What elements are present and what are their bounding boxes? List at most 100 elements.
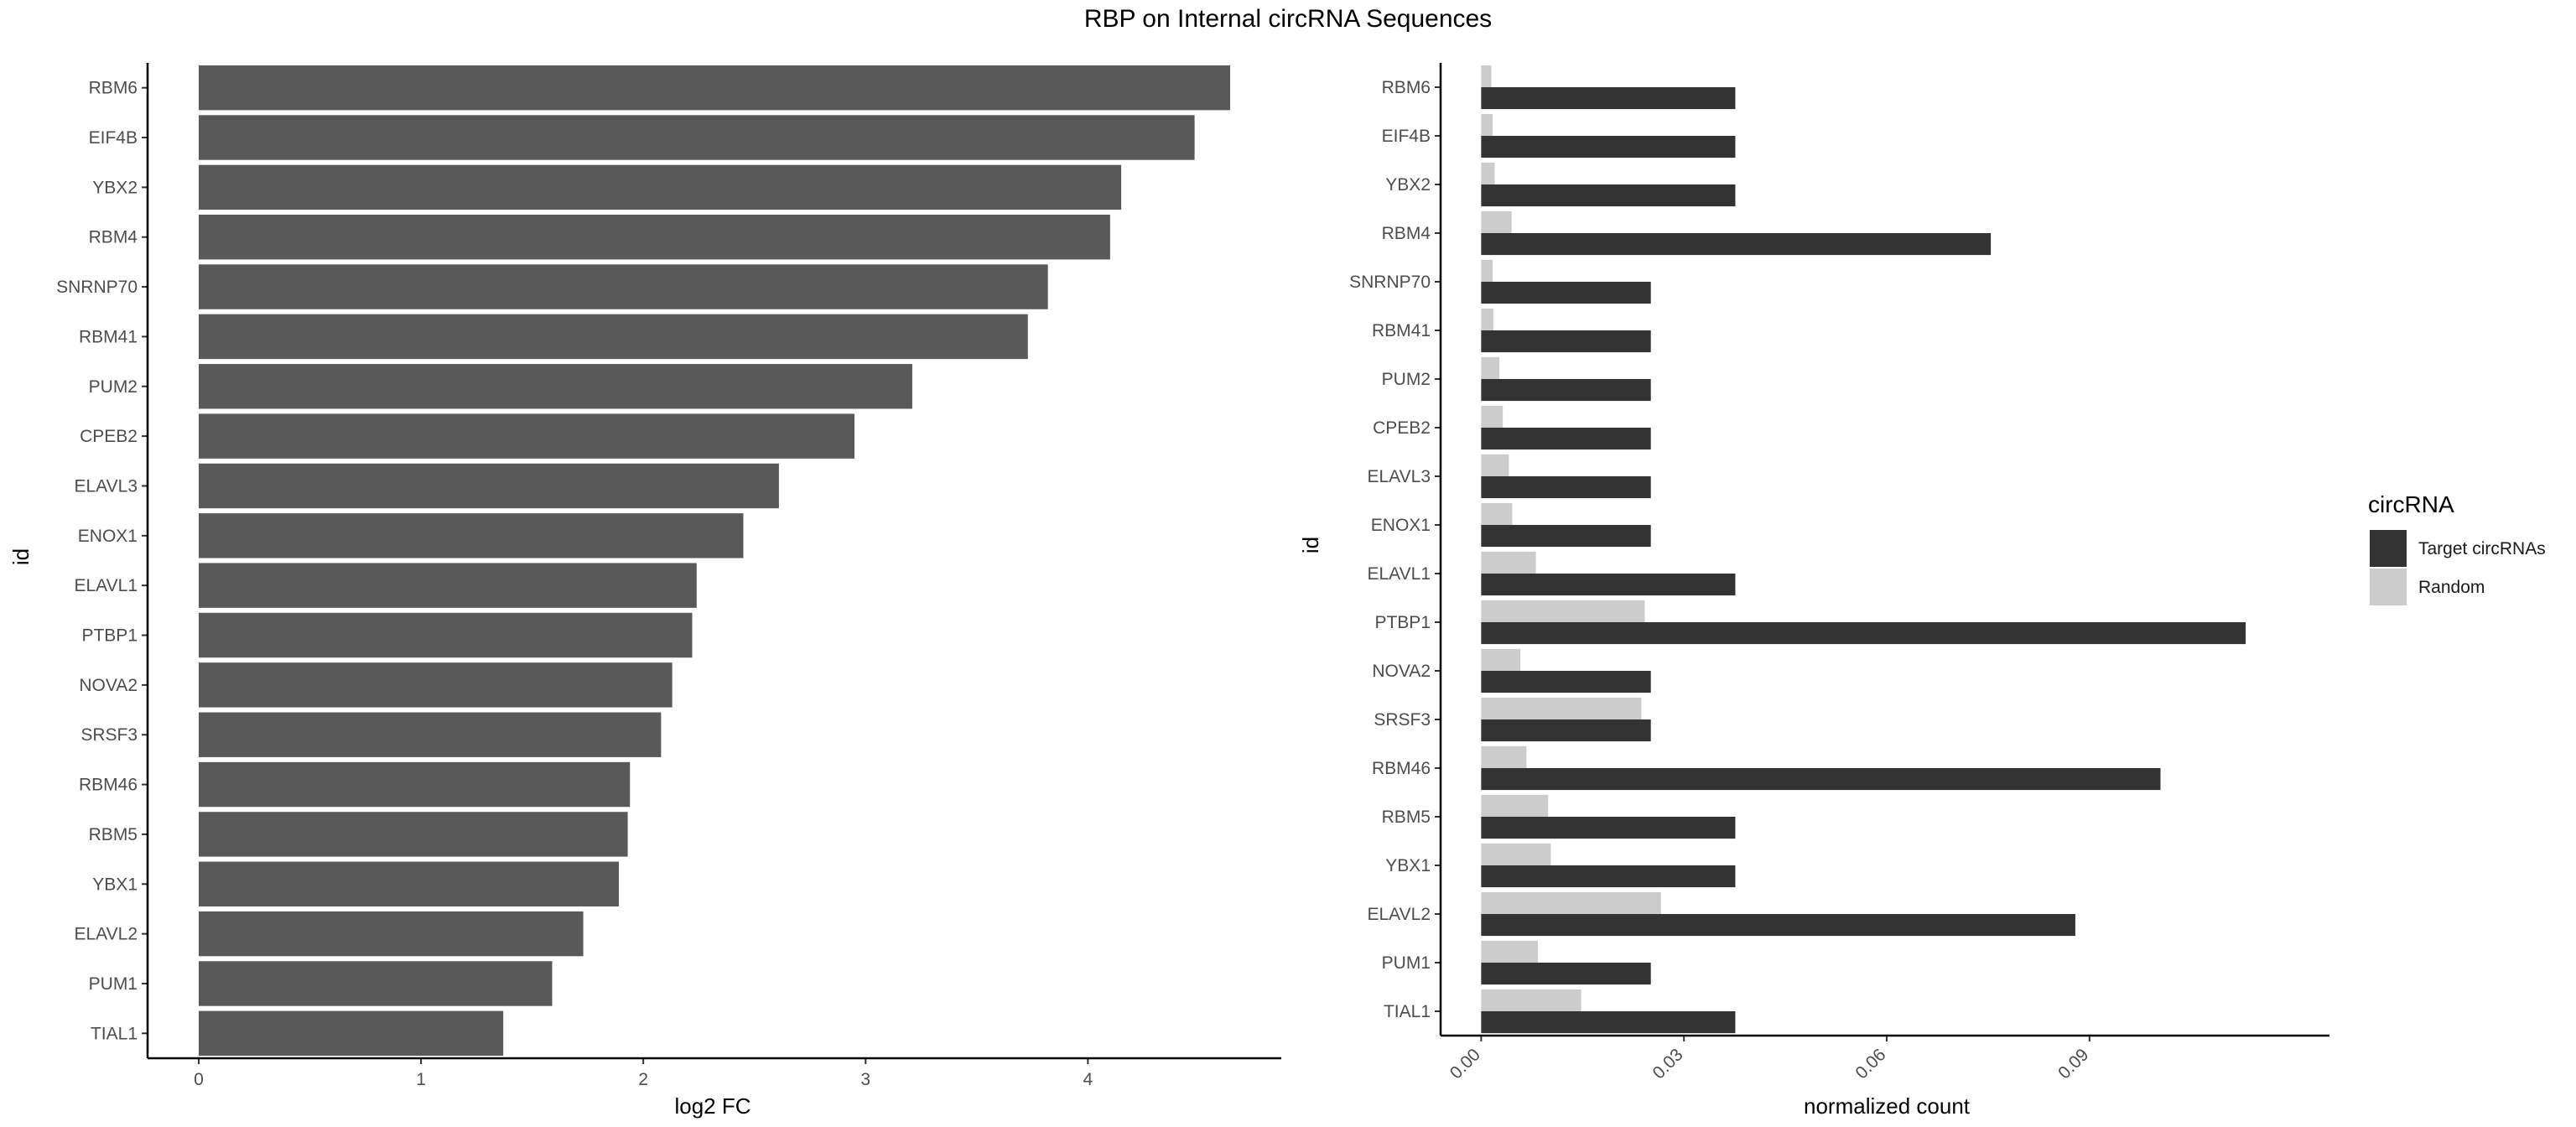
y-tick-label-ptbp1: PTBP1 — [81, 626, 138, 646]
y-tick-label-elavl1: ELAVL1 — [75, 576, 138, 595]
y-tick-label-rbm4: RBM4 — [1382, 224, 1431, 243]
bar-random-ybx2 — [1481, 162, 1495, 184]
bar-random-snrnp70 — [1481, 259, 1493, 282]
y-tick-label-srsf3: SRSF3 — [80, 725, 138, 745]
bar-ptbp1 — [198, 612, 693, 658]
bar-random-eif4b — [1481, 113, 1493, 136]
y-tick-label-elavl2: ELAVL2 — [75, 925, 138, 944]
right-y-axis-title: id — [1298, 537, 1323, 553]
bar-random-rbm46 — [1481, 745, 1527, 768]
bar-random-ybx1 — [1481, 843, 1551, 865]
y-tick-label-ybx1: YBX1 — [92, 875, 138, 894]
bar-target-rbm46 — [1481, 768, 2161, 791]
bar-target-enox1 — [1481, 525, 1651, 548]
bar-rbm41 — [198, 314, 1028, 360]
y-tick-label-ptbp1: PTBP1 — [1374, 613, 1431, 632]
bar-target-srsf3 — [1481, 719, 1651, 742]
x-tick-label: 0.06 — [1852, 1045, 1889, 1083]
bar-ybx2 — [198, 164, 1122, 210]
bar-random-rbm5 — [1481, 794, 1549, 817]
y-tick-label-tial1: TIAL1 — [91, 1024, 138, 1043]
y-tick-label-rbm41: RBM41 — [79, 327, 138, 346]
bar-random-pum2 — [1481, 356, 1500, 379]
bar-random-elavl1 — [1481, 551, 1536, 574]
bar-random-rbm41 — [1481, 308, 1493, 330]
bar-rbm46 — [198, 761, 631, 808]
x-tick-label: 3 — [860, 1070, 870, 1089]
left-x-axis-title: log2 FC — [674, 1093, 750, 1119]
bar-cpeb2 — [198, 413, 855, 459]
bar-target-elavl1 — [1481, 574, 1736, 596]
y-tick-label-rbm46: RBM46 — [1372, 759, 1431, 778]
bar-rbm6 — [198, 65, 1231, 111]
x-tick-label: 0.09 — [2054, 1045, 2092, 1083]
y-tick-label-enox1: ENOX1 — [1371, 516, 1431, 535]
y-tick-label-pum1: PUM1 — [89, 974, 138, 994]
bar-random-cpeb2 — [1481, 405, 1504, 428]
bar-rbm5 — [198, 812, 628, 857]
bar-tial1 — [198, 1010, 504, 1057]
legend-key-random — [2370, 569, 2407, 605]
bar-random-elavl2 — [1481, 891, 1661, 914]
bar-random-tial1 — [1481, 989, 1581, 1011]
bar-random-rbm6 — [1481, 65, 1492, 87]
bar-target-eif4b — [1481, 136, 1736, 158]
y-tick-label-rbm4: RBM4 — [89, 228, 138, 247]
bar-target-ybx1 — [1481, 865, 1736, 888]
bar-random-ptbp1 — [1481, 600, 1645, 622]
bar-elavl2 — [198, 911, 584, 957]
y-tick-label-ybx2: YBX2 — [92, 178, 138, 197]
bar-target-ptbp1 — [1481, 622, 2246, 645]
y-tick-label-snrnp70: SNRNP70 — [1349, 273, 1431, 292]
bar-target-elavl2 — [1481, 914, 2075, 937]
x-tick-label: 4 — [1083, 1070, 1093, 1089]
x-tick-label: 0.00 — [1446, 1045, 1484, 1083]
bar-target-rbm4 — [1481, 233, 1992, 256]
bar-target-tial1 — [1481, 1011, 1736, 1034]
y-tick-label-elavl1: ELAVL1 — [1368, 564, 1431, 584]
y-tick-label-enox1: ENOX1 — [78, 527, 138, 546]
y-tick-label-snrnp70: SNRNP70 — [56, 278, 138, 297]
bar-rbm4 — [198, 215, 1110, 260]
y-tick-label-ybx2: YBX2 — [1385, 175, 1431, 195]
bar-pum2 — [198, 364, 912, 409]
bar-elavl3 — [198, 463, 779, 509]
bar-pum1 — [198, 961, 553, 1006]
bar-target-pum1 — [1481, 963, 1651, 985]
bar-target-ybx2 — [1481, 184, 1736, 207]
left-panel-log2fc: log2 FC id RBM6 EIF4B YBX2 RBM4 SNRNP70 RBM41… — [8, 63, 1281, 1119]
legend: circRNA Target circRNAs Random — [2368, 491, 2546, 605]
bar-nova2 — [198, 662, 673, 708]
bar-target-rbm5 — [1481, 817, 1736, 839]
y-tick-label-eif4b: EIF4B — [1382, 127, 1431, 146]
y-tick-label-nova2: NOVA2 — [79, 676, 138, 695]
y-tick-label-pum2: PUM2 — [1382, 370, 1431, 389]
y-tick-label-cpeb2: CPEB2 — [1373, 418, 1431, 438]
y-tick-label-cpeb2: CPEB2 — [80, 427, 138, 446]
y-tick-label-ybx1: YBX1 — [1385, 856, 1431, 875]
y-tick-label-elavl3: ELAVL3 — [75, 476, 138, 496]
bar-target-snrnp70 — [1481, 282, 1651, 304]
y-tick-label-rbm5: RBM5 — [89, 825, 138, 844]
y-tick-label-rbm46: RBM46 — [79, 776, 138, 795]
bar-snrnp70 — [198, 264, 1048, 309]
legend-label-target-circrnas: Target circRNAs — [2418, 539, 2546, 558]
legend-key-target-circrnas — [2370, 530, 2407, 567]
bar-random-enox1 — [1481, 502, 1513, 525]
bar-target-elavl3 — [1481, 476, 1651, 499]
bar-ybx1 — [198, 861, 620, 906]
y-tick-label-pum2: PUM2 — [89, 377, 138, 397]
y-tick-label-pum1: PUM1 — [1382, 953, 1431, 973]
bar-elavl1 — [198, 563, 697, 608]
bar-eif4b — [198, 115, 1195, 160]
right-panel-normalized-count: normalized count id RBM6 EIF4B YBX2 RBM4 SNR… — [1298, 63, 2329, 1119]
bar-random-elavl3 — [1481, 454, 1509, 476]
y-tick-label-elavl2: ELAVL2 — [1368, 905, 1431, 924]
bar-random-srsf3 — [1481, 697, 1642, 719]
left-y-axis-title: id — [8, 548, 34, 565]
bar-target-cpeb2 — [1481, 428, 1651, 450]
bar-enox1 — [198, 513, 744, 558]
y-tick-label-srsf3: SRSF3 — [1374, 710, 1431, 730]
legend-label-random: Random — [2418, 578, 2485, 597]
bar-target-rbm41 — [1481, 330, 1651, 353]
